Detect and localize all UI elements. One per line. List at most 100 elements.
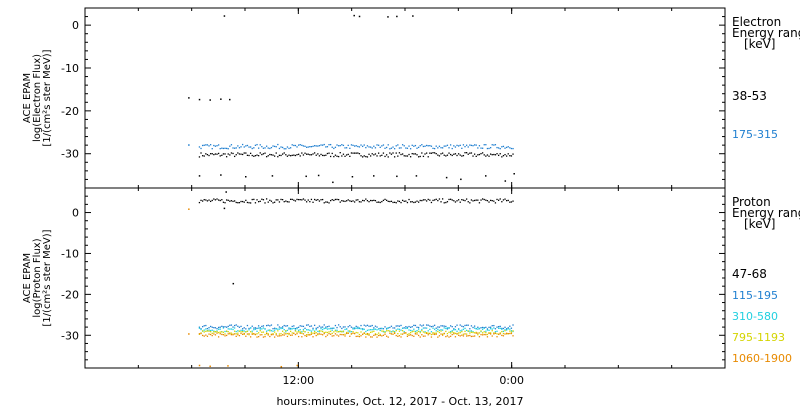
data-point <box>267 155 269 157</box>
data-point <box>203 199 205 201</box>
data-point <box>320 199 322 201</box>
data-point <box>435 327 437 329</box>
data-point <box>501 327 503 330</box>
data-point <box>485 155 487 157</box>
data-point <box>344 147 346 149</box>
data-point <box>299 332 301 334</box>
data-point <box>395 152 397 154</box>
data-point <box>358 15 361 18</box>
data-point <box>390 147 393 149</box>
y-tick-label: 0 <box>72 19 79 32</box>
data-point <box>217 328 220 330</box>
data-point <box>201 155 204 157</box>
data-point <box>369 199 372 202</box>
data-point <box>408 198 410 201</box>
data-point <box>406 327 409 329</box>
data-point <box>376 333 378 336</box>
data-point <box>299 328 301 331</box>
data-point <box>297 326 300 328</box>
data-point <box>485 199 487 201</box>
data-point <box>445 327 447 330</box>
data-point <box>312 332 314 334</box>
data-point <box>398 328 401 330</box>
data-point <box>304 145 306 147</box>
data-point <box>237 325 239 327</box>
data-point <box>229 328 231 330</box>
data-point <box>240 200 242 203</box>
data-point <box>256 143 258 146</box>
data-point <box>325 326 327 328</box>
data-point <box>347 144 349 147</box>
data-point <box>361 199 364 202</box>
data-point <box>341 331 343 333</box>
data-point <box>417 330 420 333</box>
data-point <box>462 328 465 330</box>
data-point <box>440 330 442 332</box>
data-point <box>448 152 450 154</box>
data-point <box>227 199 229 201</box>
data-point <box>326 334 329 336</box>
data-point <box>241 328 244 330</box>
data-point <box>408 334 410 336</box>
data-point <box>238 147 241 149</box>
data-point <box>421 330 423 332</box>
data-point <box>454 336 457 338</box>
data-point <box>310 325 313 327</box>
data-point <box>465 329 468 332</box>
data-point <box>232 328 234 331</box>
legend-entry: 38-53 <box>732 89 767 103</box>
data-point <box>387 200 389 203</box>
data-point <box>321 334 324 336</box>
data-point <box>272 333 274 336</box>
data-point <box>291 154 293 157</box>
data-point <box>249 202 252 204</box>
data-point <box>461 155 463 157</box>
legend-entry: 47-68 <box>732 267 767 281</box>
data-point <box>301 152 303 154</box>
data-point <box>208 327 210 329</box>
data-point <box>219 147 221 150</box>
data-point <box>358 333 361 336</box>
data-point <box>203 329 205 331</box>
data-point <box>501 330 503 333</box>
data-point <box>488 332 490 335</box>
data-point <box>325 331 327 333</box>
data-point <box>365 146 367 149</box>
data-point <box>473 327 476 329</box>
data-point <box>465 198 468 200</box>
data-point <box>445 155 447 157</box>
data-point <box>353 328 356 330</box>
data-point <box>459 335 461 337</box>
data-point <box>485 330 487 332</box>
data-point <box>261 145 263 148</box>
data-point <box>421 328 423 331</box>
data-point <box>497 147 500 149</box>
data-point <box>454 326 457 328</box>
data-point <box>272 333 274 335</box>
data-point <box>253 333 255 335</box>
data-point <box>328 152 330 154</box>
data-point <box>454 146 457 148</box>
data-point <box>366 324 369 326</box>
data-point <box>262 199 265 201</box>
data-point <box>499 153 501 155</box>
data-point <box>206 327 209 330</box>
data-point <box>477 154 479 156</box>
data-point <box>470 152 473 154</box>
data-point <box>485 175 487 177</box>
data-point <box>387 336 389 338</box>
data-point <box>469 144 471 146</box>
data-point <box>491 328 493 330</box>
data-point <box>512 324 514 326</box>
data-point <box>198 326 201 328</box>
data-point <box>509 328 511 330</box>
legend-entry: 310-580 <box>732 310 778 323</box>
data-point <box>345 328 348 330</box>
data-point <box>341 155 343 157</box>
data-point <box>411 144 413 146</box>
data-point <box>373 145 375 147</box>
data-point <box>221 147 223 149</box>
data-point <box>206 154 209 156</box>
data-point <box>222 201 225 203</box>
data-point <box>291 325 293 328</box>
